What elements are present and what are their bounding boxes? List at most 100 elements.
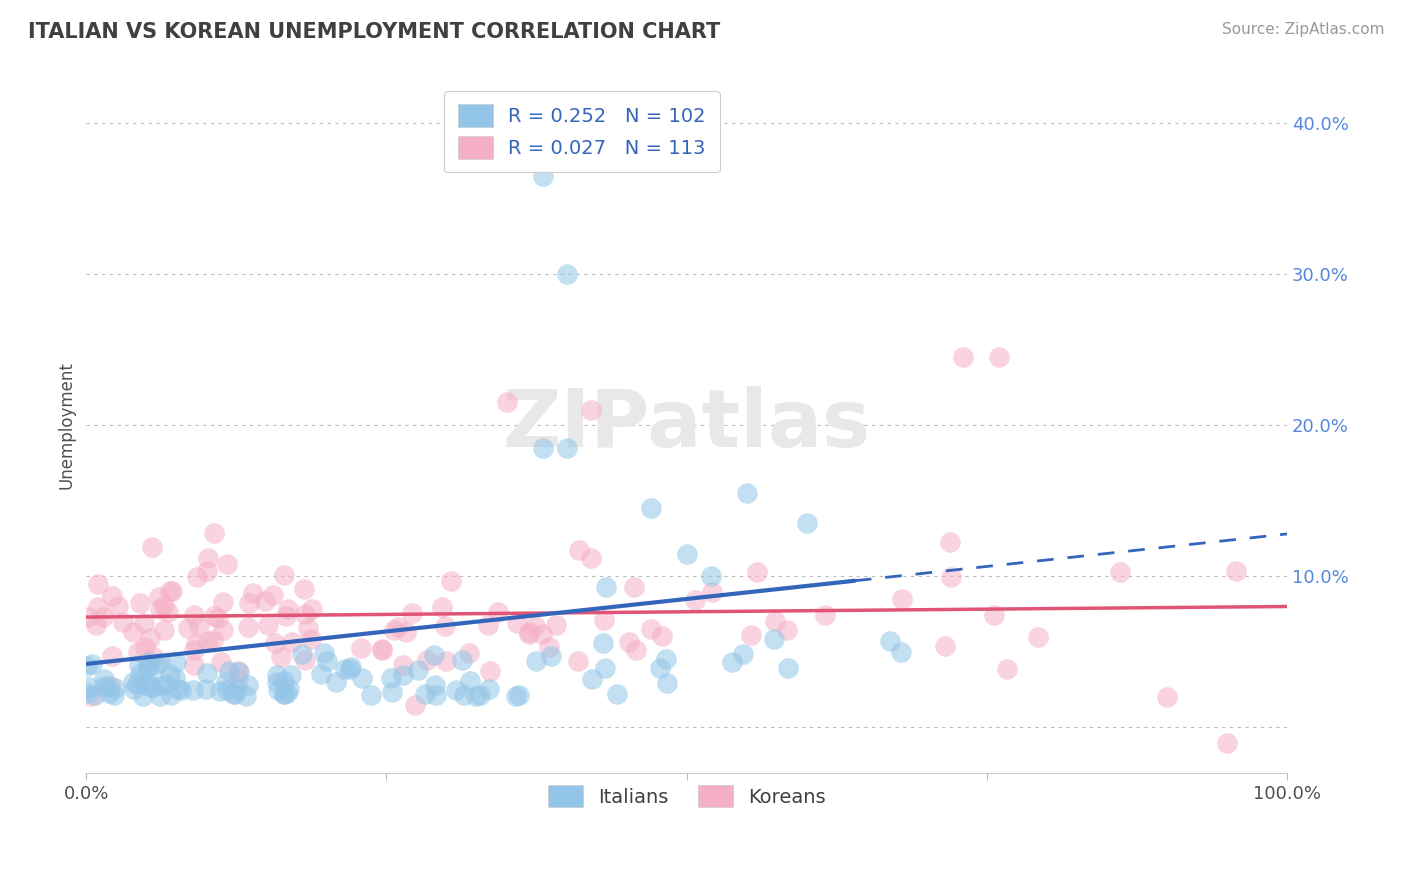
Point (879, 633, 901, 648)
Point (134, 616, 156, 631)
Text: ITALIAN VS KOREAN UNEMPLOYMENT CORRELATION CHART: ITALIAN VS KOREAN UNEMPLOYMENT CORRELATI… (28, 22, 720, 42)
Point (84, 688, 107, 702)
Point (721, 655, 744, 669)
Point (595, 580, 617, 594)
Point (453, 688, 475, 702)
Point (96, 680, 118, 694)
Point (380, 672, 402, 686)
Point (141, 540, 163, 554)
Point (505, 615, 527, 630)
Point (387, 620, 409, 634)
Point (488, 605, 510, 619)
Point (568, 542, 591, 557)
Point (468, 688, 491, 702)
Point (128, 658, 150, 673)
Point (273, 673, 295, 688)
Point (540, 648, 562, 663)
Point (495, 395, 517, 409)
Point (138, 655, 160, 669)
Point (87, 600, 110, 615)
Point (80, 690, 103, 704)
Point (763, 615, 786, 629)
Text: ZIPatlas: ZIPatlas (502, 386, 870, 464)
Point (567, 654, 589, 668)
Point (278, 682, 301, 697)
Point (371, 641, 394, 656)
Point (202, 526, 225, 541)
Point (432, 599, 454, 614)
Point (478, 681, 501, 696)
Point (148, 591, 170, 605)
Point (995, 662, 1018, 676)
Point (201, 633, 224, 648)
Point (263, 635, 285, 649)
Point (523, 619, 546, 633)
Point (235, 689, 257, 703)
Point (655, 676, 678, 690)
Point (77, 680, 100, 694)
Point (939, 569, 962, 583)
Point (699, 569, 721, 583)
Point (146, 658, 169, 673)
Point (236, 620, 259, 634)
Point (1156, 690, 1178, 705)
Point (273, 568, 295, 582)
Point (733, 648, 755, 662)
Point (209, 655, 232, 669)
Point (505, 689, 527, 703)
Point (292, 582, 315, 596)
Point (129, 666, 152, 681)
Point (149, 602, 172, 616)
Point (226, 681, 249, 696)
Point (195, 564, 218, 578)
Point (159, 584, 181, 599)
Point (82, 657, 104, 672)
Point (517, 625, 540, 640)
Point (122, 681, 145, 696)
Point (111, 615, 134, 629)
Point (93, 679, 115, 693)
Point (138, 661, 160, 675)
Point (301, 602, 323, 616)
Point (1225, 564, 1247, 578)
Point (209, 684, 232, 698)
Point (382, 624, 405, 638)
Point (291, 647, 314, 661)
Point (188, 619, 211, 633)
Point (93, 672, 115, 686)
Point (218, 664, 240, 678)
Point (530, 627, 553, 641)
Point (579, 403, 602, 417)
Point (195, 665, 218, 680)
Point (76, 686, 98, 700)
Point (626, 643, 648, 657)
Point (97, 686, 120, 700)
Point (87, 577, 110, 591)
Point (546, 618, 568, 632)
Point (215, 683, 238, 698)
Point (134, 640, 156, 654)
Point (391, 668, 413, 682)
Text: Source: ZipAtlas.com: Source: ZipAtlas.com (1222, 22, 1385, 37)
Point (150, 678, 173, 692)
Point (254, 594, 277, 608)
Point (446, 682, 468, 697)
Point (153, 623, 176, 637)
Point (217, 557, 239, 571)
Point (207, 611, 229, 625)
Point (299, 632, 322, 646)
Point (406, 663, 429, 677)
Point (281, 634, 304, 648)
Point (776, 623, 799, 637)
Point (77, 610, 100, 624)
Point (648, 661, 671, 675)
Point (458, 673, 481, 688)
Point (273, 687, 295, 701)
Point (434, 654, 457, 668)
Point (103, 688, 125, 702)
Point (167, 681, 190, 696)
Point (350, 671, 373, 685)
Point (939, 535, 962, 549)
Point (139, 680, 162, 694)
Point (136, 658, 159, 673)
